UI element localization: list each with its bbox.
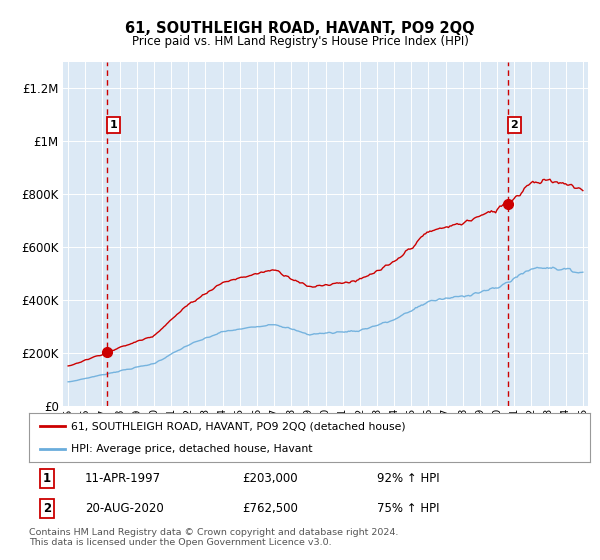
Text: 20-AUG-2020: 20-AUG-2020 [85, 502, 164, 515]
Text: HPI: Average price, detached house, Havant: HPI: Average price, detached house, Hava… [71, 444, 313, 454]
Text: £203,000: £203,000 [242, 472, 298, 484]
Text: 11-APR-1997: 11-APR-1997 [85, 472, 161, 484]
Text: £762,500: £762,500 [242, 502, 298, 515]
Text: Contains HM Land Registry data © Crown copyright and database right 2024.
This d: Contains HM Land Registry data © Crown c… [29, 528, 398, 547]
Text: 2: 2 [511, 120, 518, 130]
Text: 1: 1 [43, 472, 51, 484]
Text: Price paid vs. HM Land Registry's House Price Index (HPI): Price paid vs. HM Land Registry's House … [131, 35, 469, 48]
Text: 61, SOUTHLEIGH ROAD, HAVANT, PO9 2QQ (detached house): 61, SOUTHLEIGH ROAD, HAVANT, PO9 2QQ (de… [71, 421, 406, 431]
Text: 61, SOUTHLEIGH ROAD, HAVANT, PO9 2QQ: 61, SOUTHLEIGH ROAD, HAVANT, PO9 2QQ [125, 21, 475, 36]
Text: 2: 2 [43, 502, 51, 515]
Text: 1: 1 [110, 120, 118, 130]
Text: 92% ↑ HPI: 92% ↑ HPI [377, 472, 439, 484]
Text: 75% ↑ HPI: 75% ↑ HPI [377, 502, 439, 515]
